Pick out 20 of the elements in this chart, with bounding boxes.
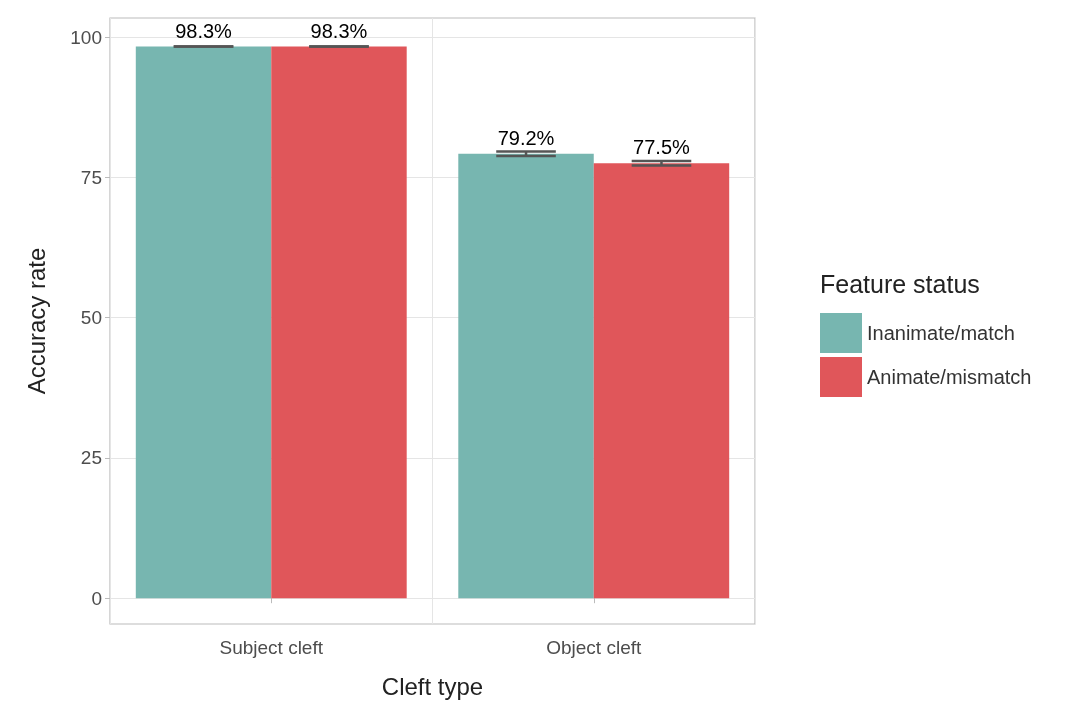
y-axis-title: Accuracy rate xyxy=(22,247,50,395)
legend-label: Animate/mismatch xyxy=(867,366,1032,388)
x-axis-title: Cleft type xyxy=(381,672,484,700)
y-tick-label: 100 xyxy=(70,26,102,48)
bar xyxy=(593,163,730,599)
y-tick-label: 25 xyxy=(80,447,102,469)
y-tick-label: 75 xyxy=(80,166,102,188)
legend-label: Inanimate/match xyxy=(867,322,1015,344)
y-tick-label: 0 xyxy=(91,587,102,609)
x-tick-label: Subject cleft xyxy=(219,637,324,658)
bar xyxy=(271,46,407,599)
bar xyxy=(458,153,594,599)
y-tick-label: 50 xyxy=(80,307,102,329)
x-tick-label: Object cleft xyxy=(546,637,642,658)
data-label: 79.2% xyxy=(497,126,555,149)
legend-title: Feature status xyxy=(820,269,980,298)
data-label: 98.3% xyxy=(310,19,368,42)
data-label: 77.5% xyxy=(633,136,691,159)
data-label: 98.3% xyxy=(175,19,233,42)
bar xyxy=(135,46,272,599)
